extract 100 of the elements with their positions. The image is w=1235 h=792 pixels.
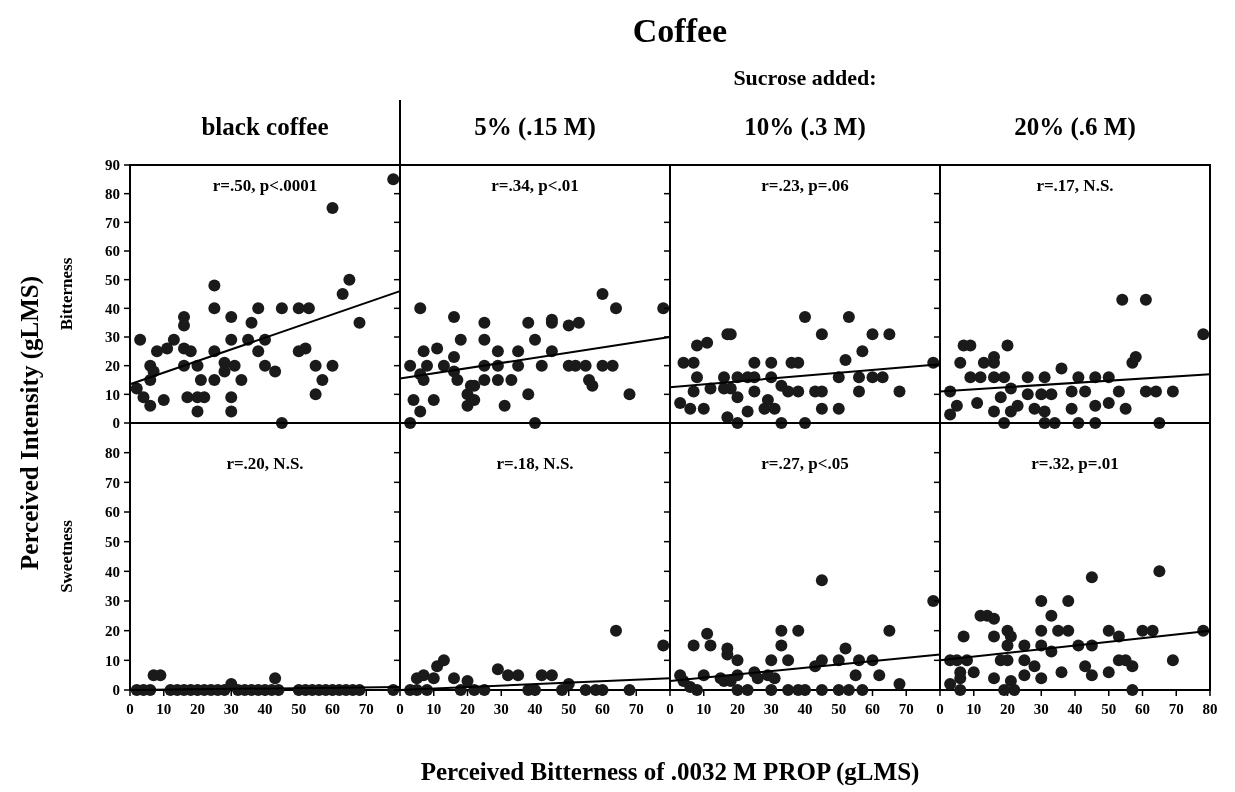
- y-tick-label: 10: [105, 652, 120, 669]
- point: [529, 333, 541, 346]
- point: [849, 669, 862, 682]
- point: [522, 388, 535, 401]
- point: [792, 624, 805, 637]
- y-tick-label: 40: [105, 563, 120, 580]
- point: [792, 385, 805, 398]
- point: [876, 371, 889, 384]
- point: [157, 394, 170, 407]
- y-tick-label: 10: [105, 386, 120, 403]
- x-tick-label: 50: [291, 701, 307, 717]
- point: [893, 678, 906, 691]
- x-tick-label: 50: [561, 701, 577, 717]
- point: [856, 345, 869, 358]
- point: [184, 345, 197, 358]
- point: [235, 374, 248, 386]
- point: [977, 356, 990, 369]
- point: [691, 684, 703, 696]
- point: [512, 345, 525, 358]
- point: [491, 663, 504, 676]
- point: [761, 394, 774, 407]
- point: [505, 374, 518, 386]
- point: [1065, 402, 1078, 415]
- x-tick-label: 60: [1135, 701, 1150, 717]
- annotation: r=.27, p<.05: [761, 454, 849, 473]
- x-tick-label: 40: [1067, 701, 1083, 717]
- point: [167, 333, 180, 346]
- point: [225, 333, 238, 346]
- point: [606, 359, 619, 372]
- y-tick-label: 70: [105, 214, 120, 231]
- point: [765, 684, 778, 696]
- point: [562, 319, 575, 332]
- point: [1018, 654, 1031, 667]
- point: [468, 394, 481, 407]
- point: [454, 333, 467, 346]
- point: [194, 374, 207, 386]
- point: [883, 624, 896, 637]
- point: [839, 353, 852, 366]
- point: [1139, 293, 1152, 306]
- point: [815, 328, 828, 341]
- x-tick-label: 40: [257, 701, 273, 717]
- point: [1102, 624, 1115, 637]
- point: [684, 402, 697, 415]
- point: [957, 630, 970, 643]
- point: [326, 359, 339, 372]
- point: [974, 371, 987, 384]
- point: [967, 666, 980, 679]
- point: [137, 391, 150, 404]
- y-tick-label: 30: [105, 593, 120, 610]
- x-tick-label: 0: [396, 701, 404, 717]
- y-axis-title: Sweetness: [57, 519, 76, 593]
- point: [498, 399, 511, 412]
- point: [252, 345, 265, 358]
- x-tick-label: 30: [493, 701, 509, 717]
- chart-title: black coffee: [201, 113, 329, 140]
- x-tick-label: 50: [831, 701, 847, 717]
- point: [657, 302, 670, 315]
- point: [1062, 595, 1075, 607]
- chart-title: 20% (.6 M): [1014, 113, 1136, 141]
- point: [1011, 399, 1024, 412]
- point: [502, 669, 514, 682]
- point: [130, 382, 143, 395]
- point: [988, 405, 1000, 418]
- point: [1112, 385, 1125, 398]
- point: [299, 342, 312, 355]
- point: [1166, 385, 1179, 398]
- point: [417, 669, 430, 682]
- point: [535, 669, 548, 682]
- point: [954, 356, 967, 369]
- point: [866, 328, 879, 341]
- point: [579, 359, 592, 372]
- x-tick-label: 0: [126, 701, 134, 717]
- point: [228, 359, 241, 372]
- point: [964, 371, 977, 384]
- point: [623, 388, 636, 401]
- point: [579, 684, 592, 696]
- x-tick-label: 30: [763, 701, 779, 717]
- point: [927, 595, 940, 607]
- point: [765, 356, 778, 369]
- point: [1116, 293, 1129, 306]
- point: [944, 408, 957, 421]
- point: [414, 405, 427, 418]
- point: [873, 669, 886, 682]
- point: [431, 342, 444, 355]
- point: [691, 339, 703, 352]
- point: [893, 385, 906, 398]
- point: [815, 574, 828, 587]
- y-tick-label: 20: [105, 357, 120, 374]
- text: Coffee: [632, 12, 728, 49]
- point: [134, 333, 147, 346]
- point: [252, 302, 265, 315]
- point: [883, 328, 896, 341]
- point: [448, 351, 460, 364]
- point: [853, 385, 865, 398]
- point: [998, 371, 1011, 384]
- point: [535, 359, 548, 372]
- point: [1008, 684, 1021, 696]
- point: [478, 316, 491, 329]
- point: [1146, 624, 1159, 637]
- point: [1052, 624, 1065, 637]
